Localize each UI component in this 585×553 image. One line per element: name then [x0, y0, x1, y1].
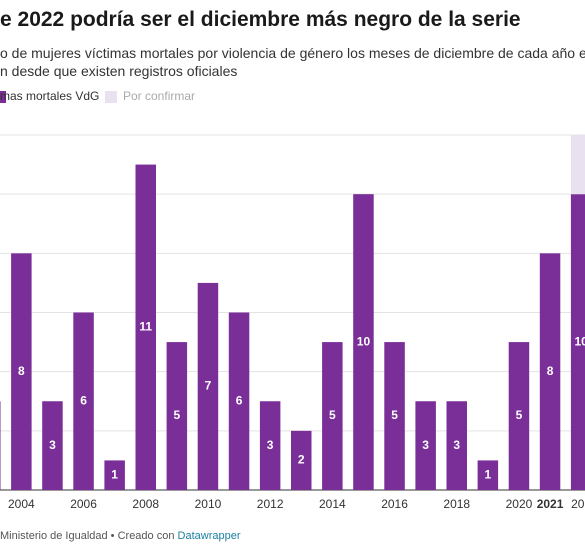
- x-tick-label: 2020: [506, 497, 533, 511]
- data-label: 7: [205, 379, 212, 393]
- x-tick-label: 202: [571, 497, 585, 511]
- bar: [477, 460, 499, 490]
- bar: [73, 312, 94, 490]
- data-label: 5: [516, 408, 523, 422]
- data-label: 5: [391, 408, 398, 422]
- x-tick-label: 2010: [195, 497, 222, 511]
- chart-title: e 2022 podría ser el diciembre más negro…: [0, 8, 521, 31]
- legend-label: mas mortales VdG: [0, 89, 100, 103]
- data-label: 11: [139, 319, 152, 333]
- bar: [104, 460, 125, 490]
- data-label: 3: [49, 438, 56, 452]
- x-tick-label: 2021: [537, 497, 564, 511]
- bar: [228, 312, 250, 490]
- data-label: 3: [267, 438, 274, 452]
- data-label: 6: [236, 393, 243, 407]
- bar: [415, 401, 436, 490]
- bar: [42, 401, 63, 490]
- data-label: 8: [18, 364, 25, 378]
- subtitle: o de mujeres víctimas mortales por viole…: [0, 45, 585, 61]
- data-label: 6: [80, 393, 87, 407]
- x-tick-label: 2016: [381, 497, 408, 511]
- data-label: 5: [329, 408, 336, 422]
- x-tick-label: 2008: [132, 497, 159, 511]
- data-label: 10: [574, 334, 585, 348]
- x-tick-label: 2004: [8, 497, 35, 511]
- data-label: 8: [547, 364, 554, 378]
- bar: [446, 401, 467, 490]
- footer: Ministerio de Igualdad • Creado con Data…: [0, 530, 241, 542]
- subtitle: n desde que existen registros oficiales: [0, 63, 238, 79]
- bar: [570, 135, 585, 195]
- bar: [384, 342, 405, 490]
- data-label: 2: [298, 453, 305, 467]
- bar: [322, 342, 343, 490]
- x-tick-label: 2014: [319, 497, 346, 511]
- bar: [11, 253, 32, 490]
- bar: [135, 164, 156, 491]
- x-tick-label: 2006: [70, 497, 97, 511]
- legend-swatch: [0, 91, 6, 103]
- bar: [291, 430, 312, 490]
- source: Ministerio de Igualdad • Creado con: [0, 530, 175, 542]
- data-label: 3: [422, 438, 429, 452]
- bar: [166, 342, 188, 490]
- bar: [353, 194, 374, 490]
- bar: [259, 401, 281, 490]
- bar: [570, 194, 585, 490]
- data-label: 10: [357, 334, 371, 348]
- data-label: 1: [485, 467, 492, 481]
- data-label: 1: [111, 467, 118, 481]
- data-label: 3: [453, 438, 460, 452]
- bar: [508, 342, 530, 490]
- bar: [539, 253, 561, 490]
- legend-swatch: [105, 91, 117, 103]
- x-tick-label: 2012: [257, 497, 284, 511]
- x-tick-label: 2018: [443, 497, 470, 511]
- bar: [197, 282, 219, 490]
- data-label: 5: [174, 408, 181, 422]
- link[interactable]: Datawrapper: [177, 530, 241, 542]
- bar: [0, 401, 1, 490]
- legend-label: Por confirmar: [123, 89, 196, 103]
